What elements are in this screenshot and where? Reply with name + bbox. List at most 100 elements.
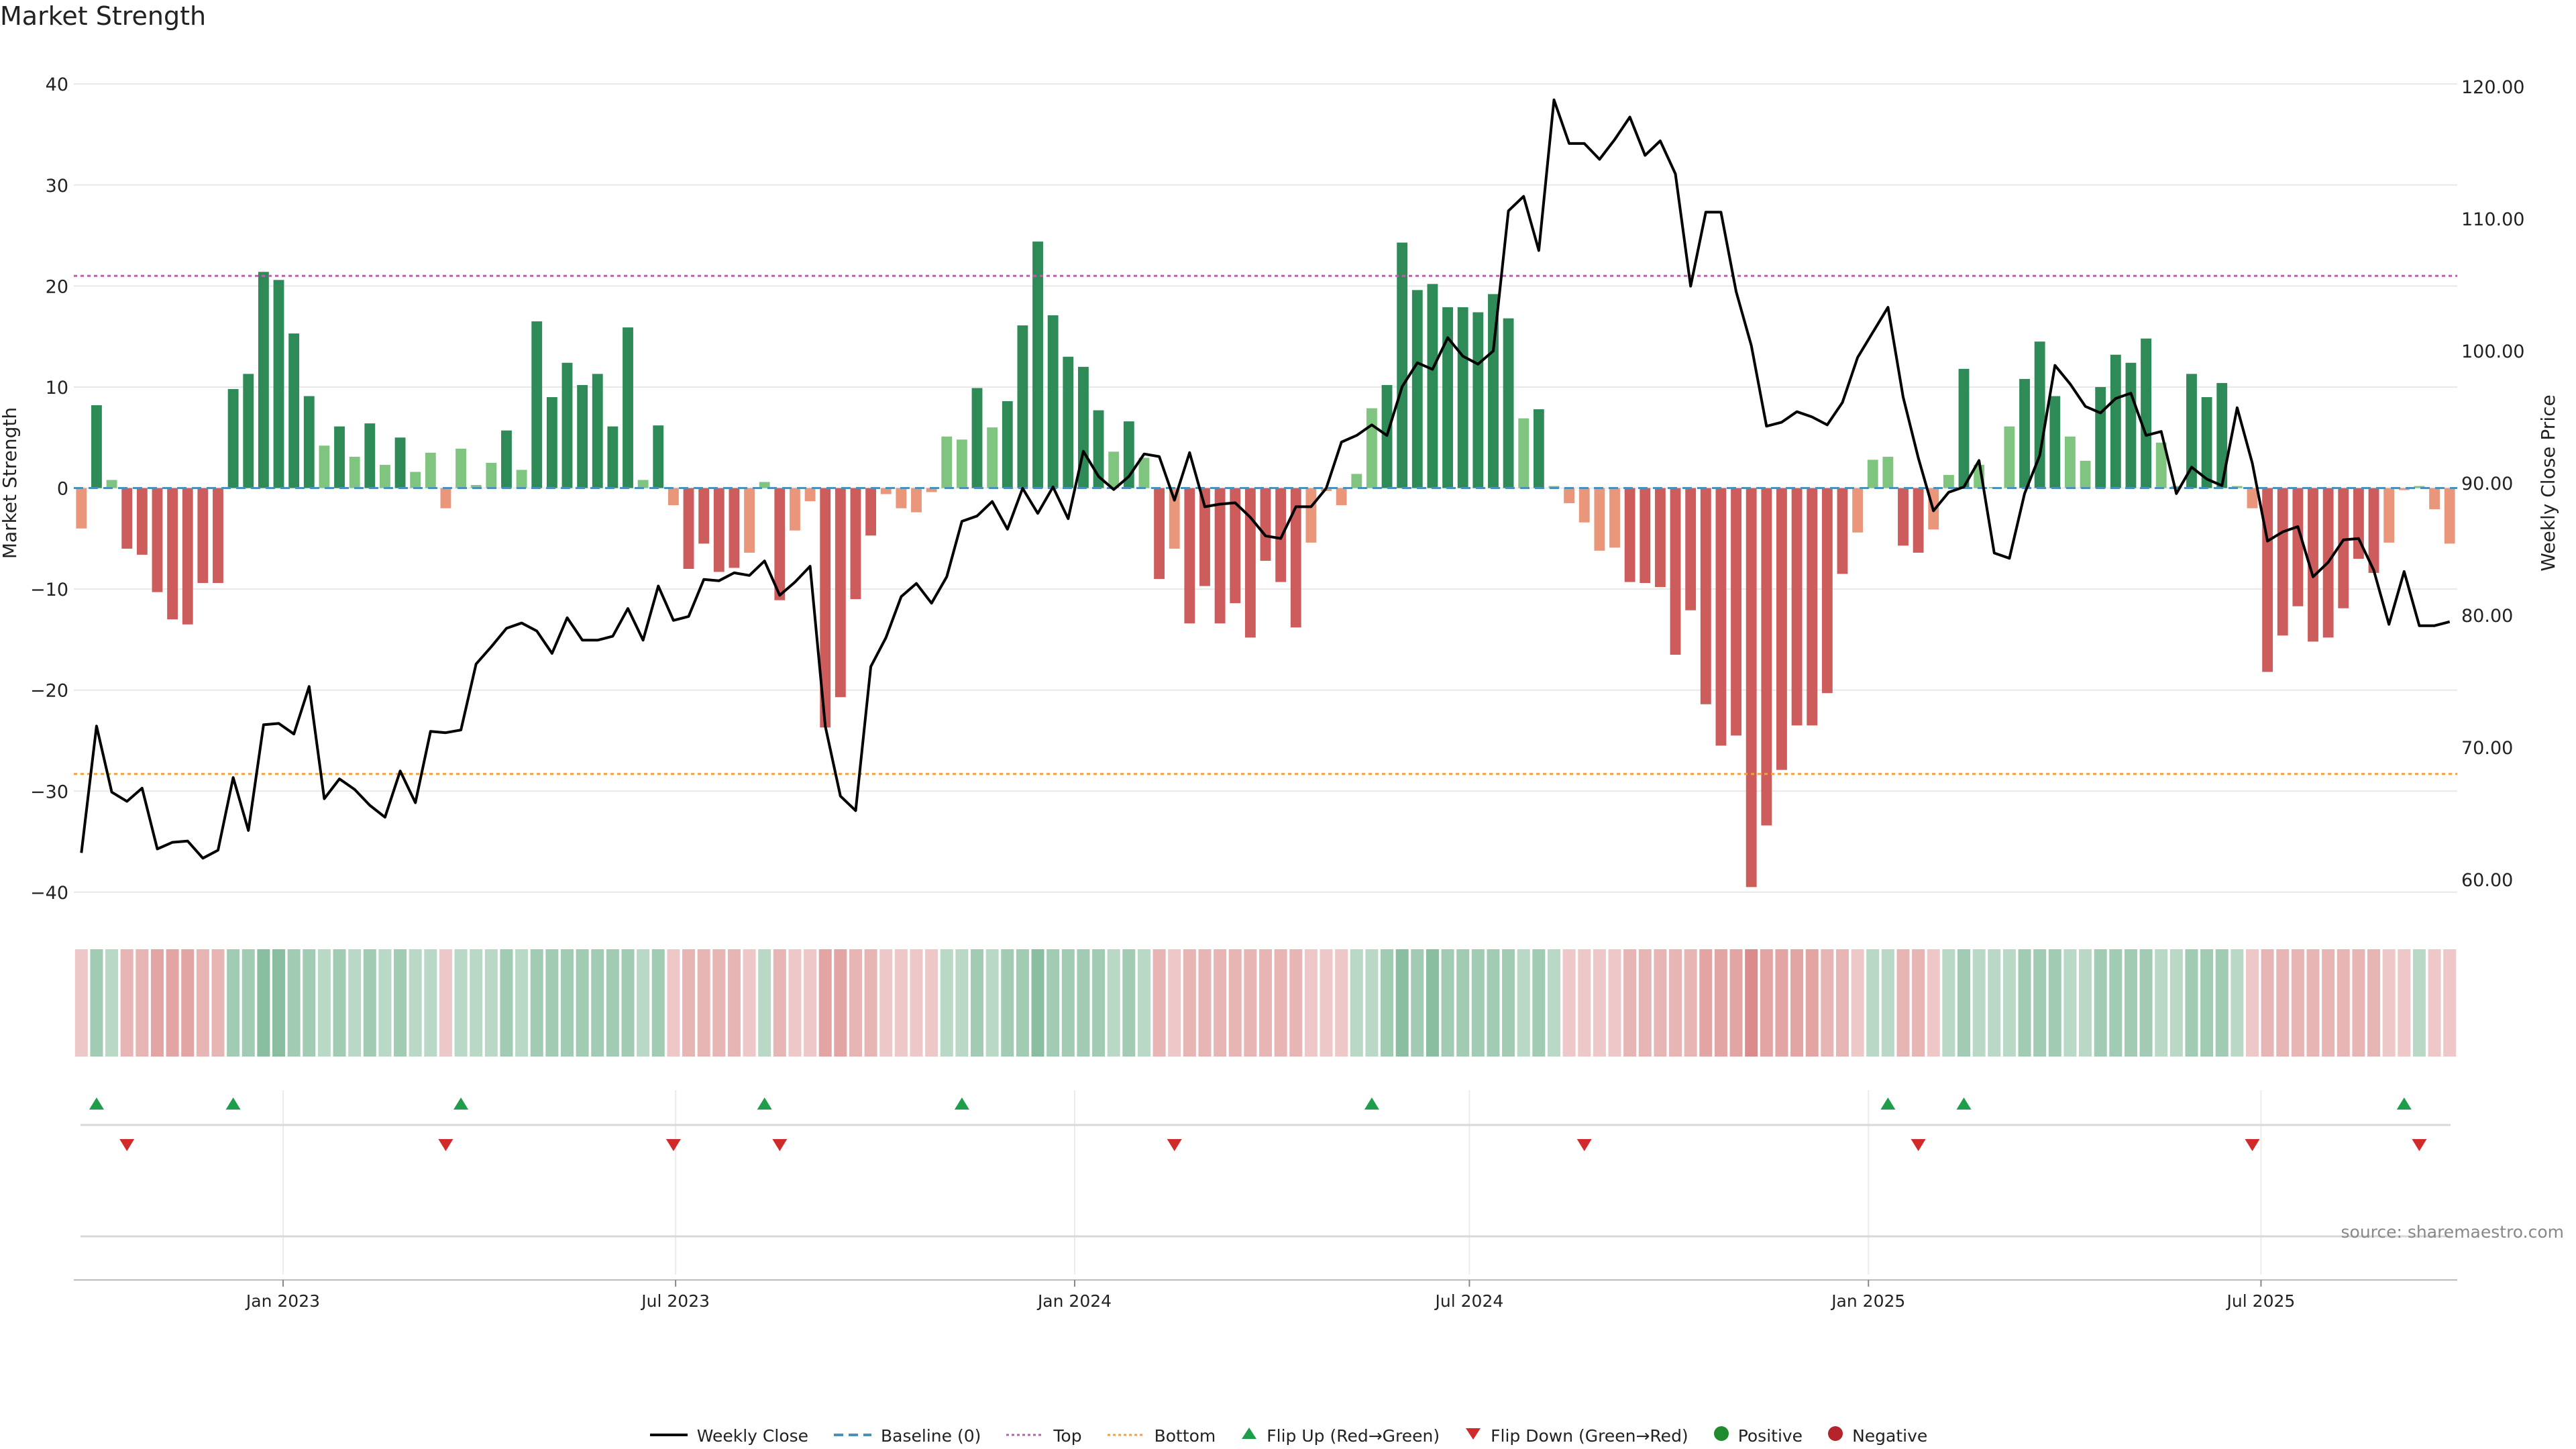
- heat-cell: [1957, 949, 1971, 1057]
- strength-bar: [2292, 488, 2304, 606]
- strength-bar: [1503, 318, 1514, 488]
- strength-bar: [607, 426, 619, 488]
- date-tick-label: Jul 2025: [2226, 1291, 2296, 1311]
- flip-down-marker: [2412, 1139, 2427, 1151]
- heat-cell: [317, 949, 331, 1057]
- heat-cell: [2261, 949, 2274, 1057]
- heat-cell: [712, 949, 726, 1057]
- strength-bar: [440, 488, 451, 508]
- y2-tick-label: 120.00: [2461, 77, 2524, 98]
- legend-item: Negative: [1827, 1425, 1927, 1446]
- strength-bar: [1867, 460, 1878, 488]
- heat-cell: [1775, 949, 1788, 1057]
- strength-bar: [1366, 408, 1377, 488]
- strength-bar: [1108, 451, 1120, 488]
- legend-label: Flip Down (Green→Red): [1491, 1426, 1688, 1446]
- strength-bar: [1032, 241, 1043, 488]
- strength-bar: [1275, 488, 1287, 582]
- strength-bar: [258, 272, 269, 488]
- strength-bar: [2095, 386, 2106, 488]
- strength-bar: [91, 405, 102, 488]
- heat-cell: [1593, 949, 1606, 1057]
- strength-bar: [2080, 460, 2091, 488]
- flip-down-marker: [665, 1139, 681, 1151]
- flip-down-marker: [1167, 1139, 1182, 1151]
- heat-cell: [1835, 949, 1849, 1057]
- legend-symbol-icon: [1464, 1426, 1483, 1446]
- legend-label: Flip Up (Red→Green): [1267, 1426, 1440, 1446]
- legend: Weekly Close Baseline (0) Top Bottom Flip Up…: [0, 1425, 2576, 1446]
- heat-cell: [1896, 949, 1910, 1057]
- flip-up-marker: [225, 1097, 241, 1110]
- strength-bar: [167, 488, 178, 620]
- y2-tick-label: 100.00: [2461, 341, 2524, 362]
- strength-bar: [2444, 488, 2455, 544]
- legend-item: Flip Down (Green→Red): [1464, 1426, 1688, 1446]
- strength-bar: [1791, 488, 1803, 726]
- price-line-layer: [80, 98, 2451, 860]
- heat-cell: [1654, 949, 1667, 1057]
- heat-cell: [2352, 949, 2365, 1057]
- heat-cell: [925, 949, 938, 1057]
- heat-cell: [773, 949, 786, 1057]
- heat-cell: [2018, 949, 2031, 1057]
- heat-cell: [1320, 949, 1333, 1057]
- strength-bar: [2247, 488, 2258, 508]
- strength-bar: [1578, 488, 1590, 523]
- heat-cell: [409, 949, 422, 1057]
- heat-cell: [1077, 949, 1090, 1057]
- strength-bar: [592, 374, 603, 488]
- heat-cell: [1122, 949, 1136, 1057]
- flip-up-marker: [1364, 1097, 1379, 1110]
- strength-bar: [1715, 488, 1727, 746]
- heat-cell: [1350, 949, 1363, 1057]
- heat-cell: [2109, 949, 2123, 1057]
- strength-bar: [2110, 354, 2121, 488]
- legend-symbol-icon: [1106, 1426, 1146, 1446]
- strength-bar: [1244, 488, 1256, 638]
- strength-bar: [1411, 290, 1423, 488]
- heat-cell: [2306, 949, 2320, 1057]
- flip-up-marker: [89, 1097, 104, 1110]
- heat-cell: [1001, 949, 1014, 1057]
- heat-cell: [1107, 949, 1120, 1057]
- heat-cell: [1258, 949, 1273, 1057]
- y2-tick-label: 60.00: [2461, 870, 2513, 891]
- flip-up-marker: [757, 1097, 772, 1110]
- strength-bar: [683, 488, 694, 569]
- strength-bar: [516, 470, 527, 488]
- strength-bar: [303, 396, 315, 488]
- strength-bar: [713, 488, 724, 572]
- heat-cell: [1046, 949, 1060, 1057]
- strength-bar: [213, 488, 223, 584]
- heat-cell: [637, 949, 650, 1057]
- heat-cell: [181, 949, 195, 1057]
- strength-bar: [501, 430, 512, 488]
- legend-item: Bottom: [1106, 1426, 1216, 1446]
- strength-bar: [1305, 488, 1317, 543]
- reference-lines: [74, 274, 2457, 775]
- heat-cell: [90, 949, 103, 1057]
- heat-cell: [697, 949, 710, 1057]
- strength-bar: [1837, 488, 1848, 574]
- legend-item: Flip Up (Red→Green): [1240, 1426, 1440, 1446]
- heat-cell: [1335, 949, 1348, 1057]
- strength-bar: [1776, 488, 1787, 770]
- strength-bar: [380, 464, 390, 488]
- y-tick-label: −10: [30, 580, 68, 600]
- strength-bar: [1154, 488, 1165, 580]
- heat-cell: [1487, 949, 1500, 1057]
- heat-cell: [211, 949, 225, 1057]
- heat-cell: [272, 949, 286, 1057]
- strength-bar: [2308, 488, 2318, 642]
- strength-bar: [1063, 356, 1074, 488]
- legend-label: Negative: [1852, 1426, 1928, 1446]
- flip-up-marker: [1880, 1097, 1896, 1110]
- strength-bar: [790, 488, 800, 531]
- heat-cell: [834, 949, 847, 1057]
- strength-bar: [197, 488, 209, 584]
- heat-cell: [864, 949, 877, 1057]
- flip-up-marker: [2396, 1097, 2412, 1110]
- heat-cell: [985, 949, 999, 1057]
- heat-cell: [545, 949, 559, 1057]
